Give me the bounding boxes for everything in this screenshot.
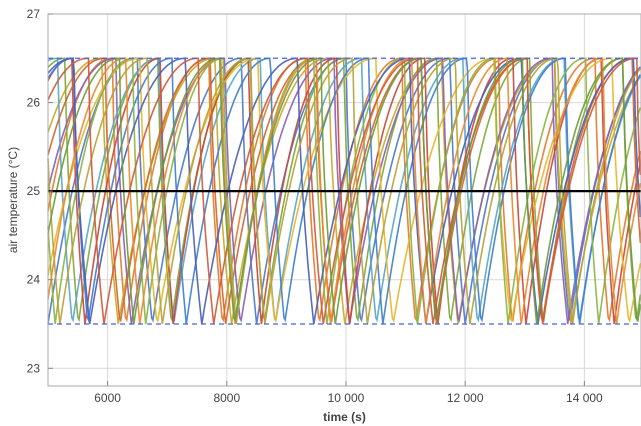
series-line-12 [47, 57, 641, 325]
y-tick-label: 27 [27, 7, 41, 21]
series-line-2 [47, 57, 641, 323]
y-tick-label: 23 [27, 361, 41, 375]
x-axis-ticks: 6000 8000 10 000 12 000 14 000 [94, 381, 603, 405]
series-lines [47, 57, 641, 325]
series-line-13 [47, 57, 641, 325]
x-axis-label: time (s) [323, 410, 366, 424]
y-tick-label: 24 [27, 273, 41, 287]
series-line-8 [47, 57, 641, 323]
x-tick-label: 6000 [94, 391, 121, 405]
series-line-7 [47, 57, 641, 325]
x-tick-label: 14 000 [566, 391, 603, 405]
y-axis-label: air temperature (°C) [6, 147, 20, 253]
x-tick-label: 12 000 [447, 391, 484, 405]
y-tick-label: 25 [27, 184, 41, 198]
x-tick-label: 10 000 [328, 391, 365, 405]
y-axis-ticks: 23 24 25 26 27 [27, 7, 53, 375]
series-line-15 [47, 57, 641, 325]
plot-frame [47, 13, 641, 387]
series-line-16 [47, 57, 641, 325]
series-line-14 [47, 57, 641, 325]
y-tick-label: 26 [27, 96, 41, 110]
series-line-9 [47, 57, 641, 325]
reference-lines [48, 57, 641, 325]
x-tick-label: 8000 [213, 391, 240, 405]
